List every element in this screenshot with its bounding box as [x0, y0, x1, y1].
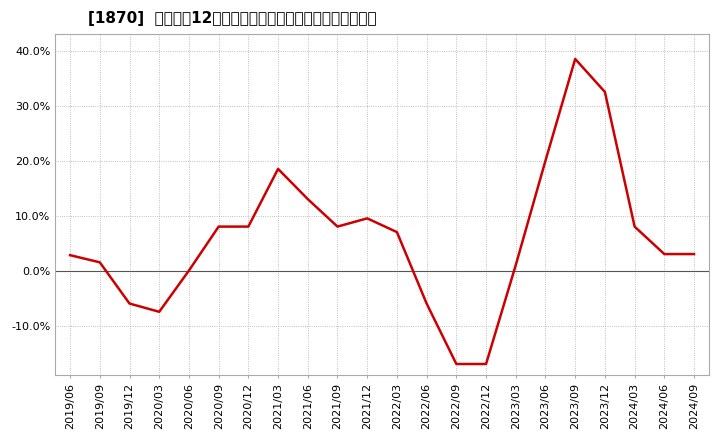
Text: [1870]  売上高の12か月移動合計の対前年同期増減率の推移: [1870] 売上高の12か月移動合計の対前年同期増減率の推移 [88, 11, 377, 26]
